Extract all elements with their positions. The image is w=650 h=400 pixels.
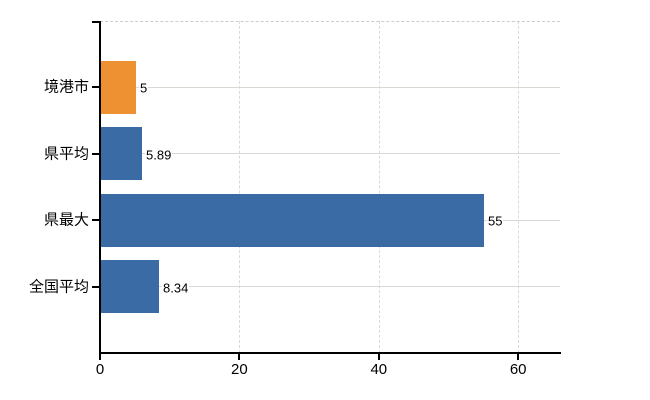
x-axis-tick-label: 0 bbox=[95, 361, 105, 378]
x-axis-tick bbox=[238, 354, 241, 360]
category-label: 県平均 bbox=[43, 145, 89, 163]
y-axis-tick bbox=[92, 86, 100, 89]
y-axis bbox=[99, 21, 101, 354]
chart-bar bbox=[101, 60, 136, 114]
bar-value-label: 8.34 bbox=[162, 280, 190, 296]
x-axis bbox=[99, 352, 561, 354]
gridline-horizontal bbox=[100, 86, 560, 88]
gridline-vertical bbox=[518, 21, 520, 353]
category-label: 全国平均 bbox=[28, 278, 89, 296]
x-axis-tick bbox=[517, 354, 520, 360]
gridline-vertical bbox=[239, 21, 241, 353]
y-axis-top-tick bbox=[92, 21, 100, 23]
gridline-vertical bbox=[378, 21, 380, 353]
x-axis-tick-label: 20 bbox=[231, 361, 248, 378]
plot-top-border bbox=[100, 21, 560, 22]
category-label: 県最大 bbox=[43, 211, 89, 229]
category-label: 境港市 bbox=[43, 78, 89, 96]
chart-bar bbox=[101, 127, 142, 181]
chart-bar bbox=[101, 260, 159, 314]
bar-value-label: 55 bbox=[487, 213, 504, 229]
x-axis-tick-label: 40 bbox=[370, 361, 388, 378]
y-axis-tick bbox=[92, 219, 100, 222]
gridline-horizontal bbox=[100, 153, 560, 155]
gridline-horizontal bbox=[100, 286, 560, 288]
chart-bar bbox=[101, 193, 484, 247]
x-axis-tick bbox=[377, 354, 380, 360]
x-axis-tick-label: 60 bbox=[509, 361, 527, 378]
y-axis-tick bbox=[92, 285, 100, 288]
y-axis-tick bbox=[92, 152, 100, 155]
bar-value-label: 5 bbox=[139, 80, 149, 96]
x-axis-tick bbox=[99, 354, 101, 360]
bar-value-label: 5.89 bbox=[145, 147, 173, 163]
